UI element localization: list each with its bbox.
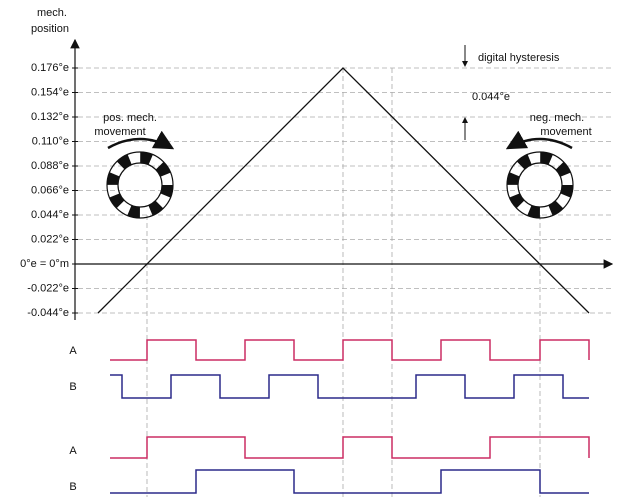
signal-label: A bbox=[69, 345, 77, 357]
axis-label: position bbox=[31, 23, 69, 35]
annotation: movement bbox=[540, 126, 591, 138]
annotation: 0.044°e bbox=[472, 91, 510, 103]
y-tick-label: 0°e = 0°m bbox=[20, 258, 69, 270]
y-tick-label: -0.022°e bbox=[27, 282, 69, 294]
annotation: neg. mech. bbox=[530, 112, 584, 124]
y-tick-label: -0.044°e bbox=[27, 307, 69, 319]
signal-label: B bbox=[69, 381, 76, 393]
signal-b bbox=[110, 470, 589, 493]
encoder bbox=[507, 139, 573, 218]
signal-b bbox=[110, 375, 589, 398]
y-tick-label: 0.132°e bbox=[31, 111, 69, 123]
annotation: pos. mech. bbox=[103, 112, 157, 124]
annotation: movement bbox=[94, 126, 145, 138]
grid bbox=[72, 68, 612, 313]
encoder bbox=[107, 139, 173, 218]
signal-label: A bbox=[69, 445, 77, 457]
signal-a bbox=[110, 340, 589, 360]
page: {"y_axis": {"label_lines": ["mech.", "po… bbox=[0, 0, 617, 502]
diagram: mech. position digital hysteresis 0.044°… bbox=[0, 0, 617, 502]
axis-label: mech. bbox=[37, 7, 67, 19]
signal-a bbox=[110, 437, 589, 458]
y-tick-label: 0.088°e bbox=[31, 160, 69, 172]
y-tick-label: 0.066°e bbox=[31, 184, 69, 196]
annotation: digital hysteresis bbox=[478, 52, 560, 64]
signal-label: B bbox=[69, 481, 76, 493]
y-tick-label: 0.110°e bbox=[32, 135, 69, 147]
y-tick-label: 0.176°e bbox=[31, 62, 69, 74]
y-tick-label: 0.044°e bbox=[31, 209, 69, 221]
y-tick-label: 0.022°e bbox=[31, 233, 69, 245]
vertical-guides bbox=[147, 68, 540, 497]
y-tick-label: 0.154°e bbox=[31, 86, 69, 98]
